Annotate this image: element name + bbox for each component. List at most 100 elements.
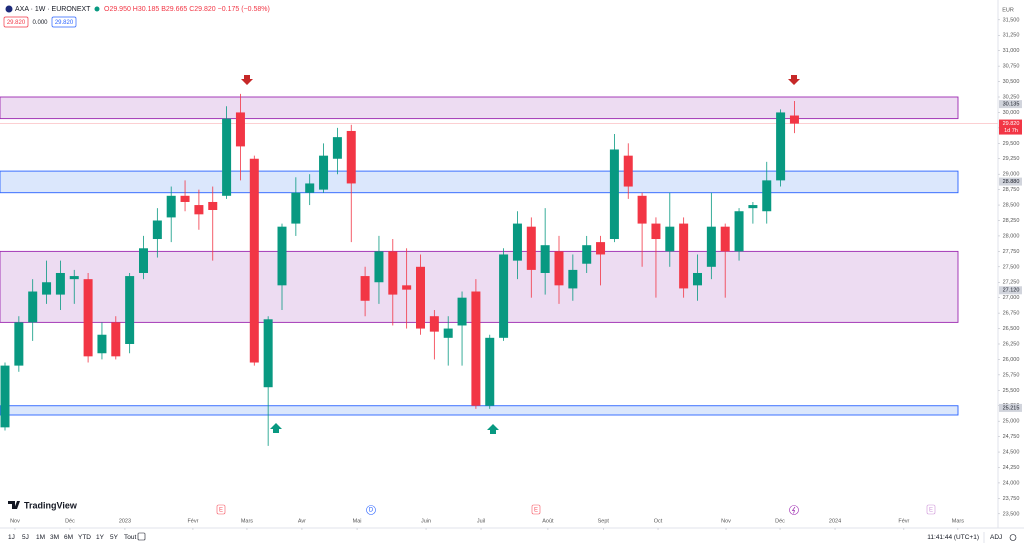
event-marker[interactable] [216, 504, 226, 515]
last-price-label: 29.820 [1003, 121, 1020, 127]
split-marker[interactable] [789, 505, 799, 515]
y-tick-label: 26,250 [1003, 341, 1020, 347]
spread: 0.000 [32, 20, 48, 26]
y-tick-label: 24,750 [1003, 434, 1020, 440]
date-range-icon[interactable] [137, 532, 146, 541]
candle-body [526, 226, 536, 270]
settings-icon[interactable] [1009, 534, 1017, 541]
countdown: 1d 7h [1004, 128, 1018, 134]
y-tick-label: 30,500 [1003, 79, 1020, 85]
symbol[interactable]: AXA · 1W · EURONEXT [15, 6, 91, 13]
zone-price-label: 28.880 [1003, 179, 1020, 185]
y-tick-label: 31,250 [1003, 33, 1020, 39]
symbol-logo [5, 5, 13, 13]
candle-body [471, 291, 481, 406]
y-tick-label: 30,750 [1003, 64, 1020, 70]
candle-body [748, 205, 758, 209]
candle-body [499, 254, 509, 338]
x-tick-label: 2024 [829, 518, 841, 524]
zone [0, 96, 959, 120]
candle-body [55, 272, 65, 295]
plot-area [0, 93, 998, 446]
range-button[interactable]: Tout [124, 534, 136, 541]
currency[interactable]: EUR [1002, 7, 1014, 13]
zone [0, 405, 959, 416]
range-button[interactable]: 1M [36, 534, 45, 541]
bid: 29.820 [7, 20, 26, 26]
y-tick-label: 28,750 [1003, 187, 1020, 193]
candle-body [139, 248, 148, 273]
candle-body [83, 279, 93, 357]
candle-body [443, 328, 453, 338]
x-tick-label: Avr [298, 518, 306, 524]
range-bar: 1J 5J 1M 3M 6M YTD 1Y 5Y Tout [8, 534, 136, 541]
range-button[interactable]: 3M [50, 534, 59, 541]
logo-text[interactable]: TradingView [24, 500, 78, 510]
event-label: E [219, 508, 223, 514]
candle-body [194, 205, 204, 215]
candle-body [720, 226, 730, 252]
candle-body [152, 220, 162, 240]
y-tick-label: 27,750 [1003, 249, 1020, 255]
event-marker[interactable] [926, 504, 936, 515]
range-button[interactable]: YTD [78, 534, 91, 541]
adj-toggle[interactable]: ADJ [990, 534, 1002, 541]
candle-body [374, 251, 384, 283]
y-tick-label: 27,250 [1003, 280, 1020, 286]
x-tick-label: Févr [898, 518, 909, 524]
clock[interactable]: 11:41:44 (UTC+1) [927, 534, 979, 541]
zone-price-label: 30.135 [1003, 102, 1020, 108]
x-tick-label: Juil [477, 518, 485, 524]
candle-body [554, 251, 564, 286]
x-tick-label: Déc [65, 518, 75, 524]
split-icon [791, 506, 796, 514]
y-tick-label: 24,000 [1003, 480, 1020, 486]
event-label: D [369, 508, 374, 514]
status-dot [94, 6, 100, 12]
ask-box[interactable] [51, 16, 77, 28]
candle-body [291, 192, 301, 224]
x-tick-label: Mai [353, 518, 362, 524]
down-arrow [241, 75, 253, 85]
candle-body [485, 337, 495, 406]
bid-box[interactable] [3, 16, 29, 28]
candle-body [208, 201, 218, 211]
candle-body [180, 195, 190, 202]
candle-body [623, 155, 633, 187]
range-button[interactable]: 5J [22, 534, 29, 541]
candle-body [277, 226, 287, 286]
event-marker[interactable] [366, 505, 376, 515]
candle-body [97, 334, 107, 354]
event-marker[interactable] [531, 504, 541, 515]
y-tick-label: 24,250 [1003, 465, 1020, 471]
y-tick-label: 31,500 [1003, 17, 1020, 23]
candle-body [222, 118, 232, 196]
candle-body [14, 322, 24, 366]
y-tick-label: 28,000 [1003, 233, 1020, 239]
range-button[interactable]: 1J [8, 534, 15, 541]
down-arrow [788, 75, 800, 85]
event-label: E [534, 508, 538, 514]
y-tick-label: 25,500 [1003, 388, 1020, 394]
candle-body [734, 211, 744, 252]
candle-body [42, 282, 52, 295]
y-tick-label: 26,000 [1003, 357, 1020, 363]
range-button[interactable]: 6M [64, 534, 73, 541]
candle-body [263, 319, 273, 388]
range-button[interactable]: 5Y [110, 534, 119, 541]
y-tick-label: 29,250 [1003, 156, 1020, 162]
candle-body [789, 115, 799, 124]
candle-body [706, 226, 716, 267]
y-tick-label: 28,500 [1003, 203, 1020, 209]
candle-body [429, 316, 439, 332]
candle-body [332, 137, 342, 159]
candle-body [540, 245, 550, 273]
x-tick-label: 2023 [119, 518, 131, 524]
candle-body [609, 149, 619, 240]
candle-body [762, 180, 772, 212]
x-tick-label: Mars [952, 518, 964, 524]
candle-body [69, 276, 79, 280]
y-tick-label: 28,250 [1003, 218, 1020, 224]
range-button[interactable]: 1Y [96, 534, 105, 541]
